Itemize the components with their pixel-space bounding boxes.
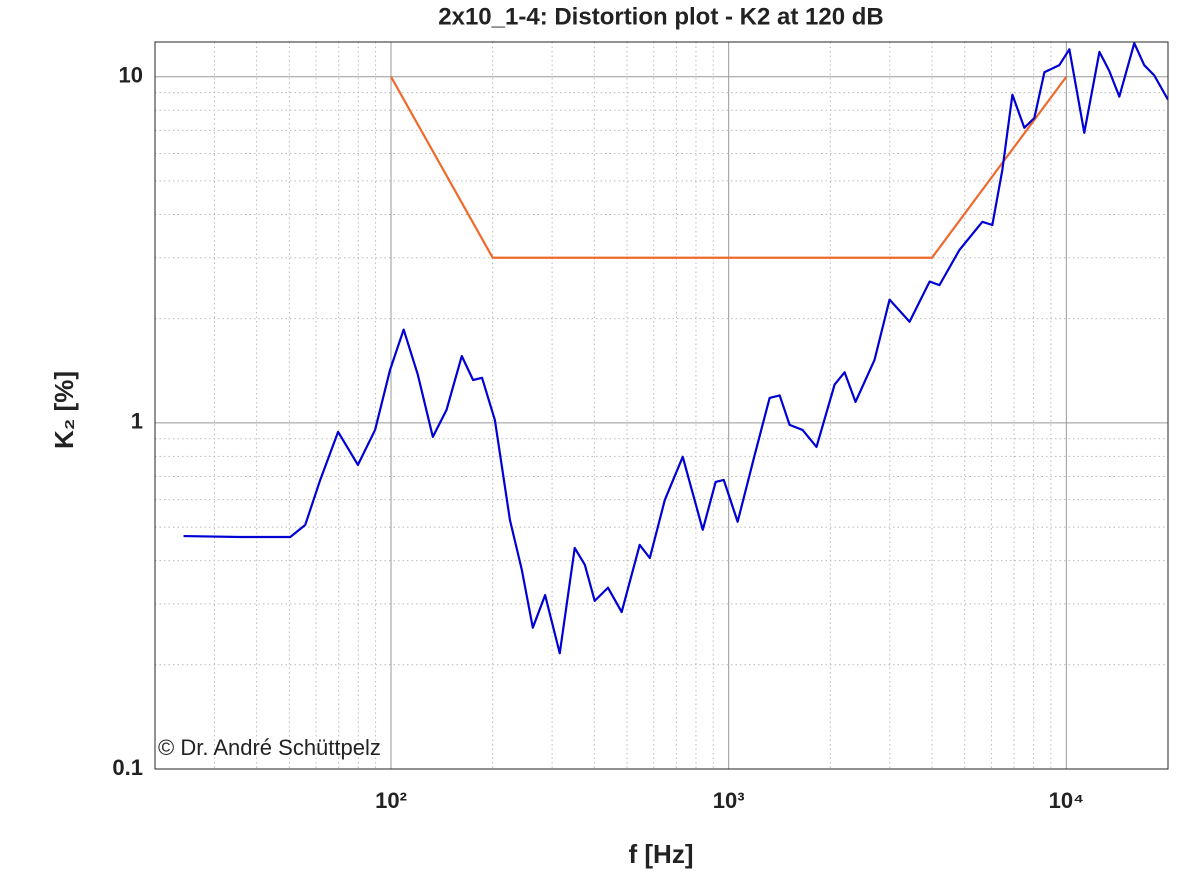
annotation: © Dr. André Schüttpelz: [158, 735, 381, 760]
x-tick-label: 10³: [713, 788, 745, 813]
x-tick-label: 10²: [375, 788, 407, 813]
plot-area: [155, 42, 1168, 769]
x-axis-label: f [Hz]: [629, 839, 694, 869]
axes-box: [154, 41, 1169, 770]
series-line: [390, 76, 1068, 259]
y-tick-label: 10: [119, 63, 143, 88]
x-tick-label: 10⁴: [1049, 788, 1084, 813]
series-line: [183, 42, 1168, 655]
lines: [183, 42, 1168, 655]
y-tick-label: 1: [131, 409, 143, 434]
y-axis-label: K₂ [%]: [49, 371, 79, 449]
chart-title: 2x10_1-4: Distortion plot - K2 at 120 dB: [438, 3, 883, 30]
y-tick-label: 0.1: [112, 755, 143, 780]
